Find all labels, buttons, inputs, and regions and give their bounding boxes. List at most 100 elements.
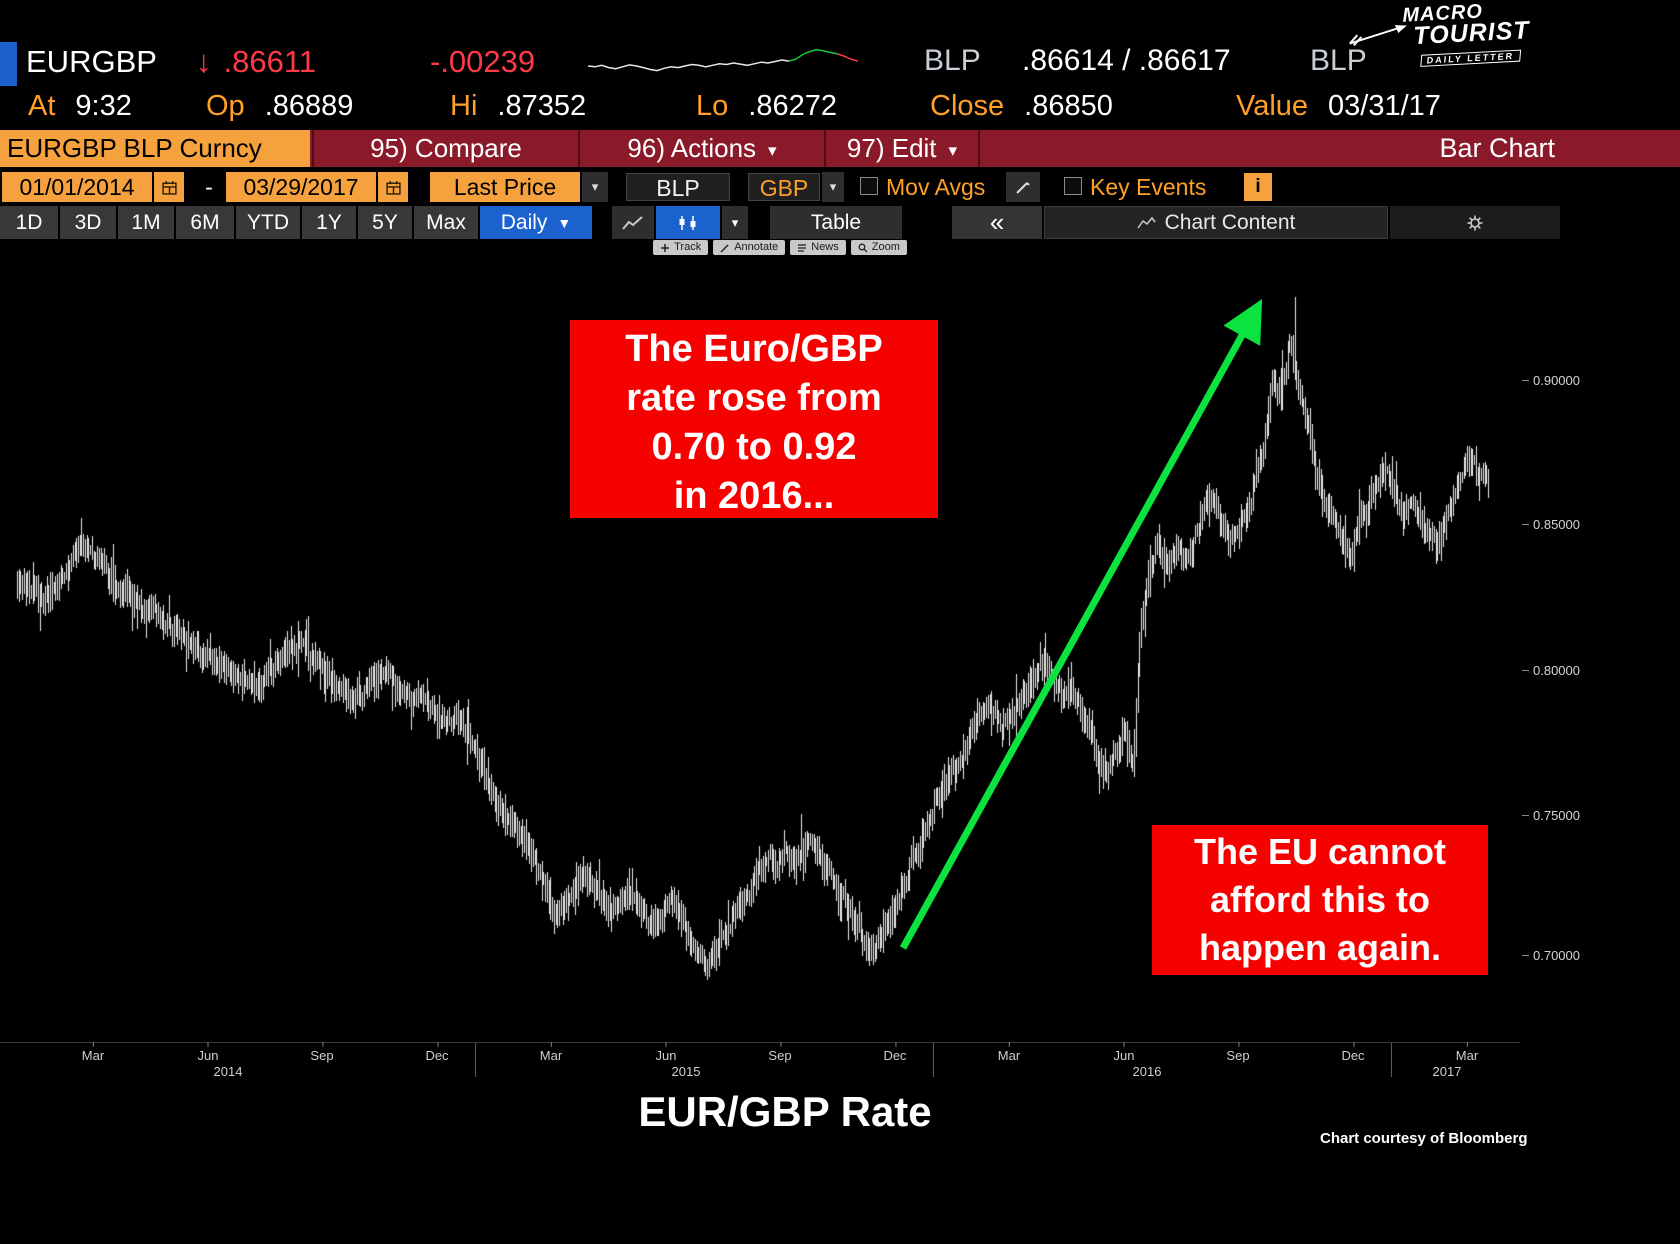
- track-button[interactable]: Track: [653, 240, 709, 255]
- stat-low: Lo .86272: [696, 90, 837, 123]
- candlestick-chart-icon[interactable]: [656, 206, 720, 239]
- zoom-label: Zoom: [871, 241, 900, 253]
- annotation-line: afford this to: [1210, 879, 1430, 920]
- ask-source-label: BLP: [1310, 44, 1367, 77]
- logo-arrow-icon: [1349, 25, 1407, 46]
- stat-label: Hi: [450, 90, 478, 122]
- price-type-select[interactable]: Last Price: [430, 172, 580, 202]
- key-events-checkbox[interactable]: [1064, 177, 1082, 195]
- y-axis-tick: 0.75000: [1522, 807, 1580, 823]
- collapse-button[interactable]: «: [952, 206, 1042, 239]
- calendar-icon[interactable]: [378, 172, 408, 202]
- track-label: Track: [674, 241, 702, 253]
- period-1d[interactable]: 1D: [0, 206, 58, 239]
- intraday-sparkline: [587, 38, 859, 91]
- calendar-icon[interactable]: [154, 172, 184, 202]
- news-button[interactable]: News: [790, 240, 846, 255]
- down-arrow-icon: ↓: [196, 44, 212, 79]
- line-chart-icon[interactable]: [612, 206, 654, 239]
- chevron-down-icon: ▾: [768, 140, 777, 160]
- plus-icon: [661, 243, 670, 252]
- zoom-button[interactable]: Zoom: [850, 240, 907, 255]
- menu-item-actions[interactable]: 96) Actions ▾: [578, 130, 824, 167]
- chart-type-caret[interactable]: ▾: [722, 206, 748, 239]
- menu-item-edit[interactable]: 97) Edit ▾: [824, 130, 978, 167]
- currency-caret[interactable]: ▾: [822, 172, 844, 202]
- x-month-label: Mar: [997, 1042, 1021, 1063]
- period-1m[interactable]: 1M: [118, 206, 174, 239]
- price-type-caret[interactable]: ▾: [582, 172, 608, 202]
- period-6m[interactable]: 6M: [176, 206, 234, 239]
- y-axis-tick: 0.85000: [1522, 516, 1580, 532]
- annotation-line: in 2016...: [673, 475, 835, 517]
- x-year-label: 2015: [671, 1064, 701, 1079]
- annotation-line: 0.70 to 0.92: [651, 426, 857, 468]
- pencil-icon[interactable]: [1006, 172, 1040, 202]
- settings-gear-icon[interactable]: [1390, 206, 1560, 239]
- menu-item-compare[interactable]: 95) Compare: [312, 130, 578, 167]
- chart-plot-area: 0.90000 0.85000 0.80000 0.75000 0.70000 …: [0, 258, 1680, 1042]
- stat-label: Lo: [696, 90, 729, 122]
- date-range-separator: -: [205, 174, 213, 200]
- bid-ask-quote: .86614 / .86617: [1022, 44, 1231, 77]
- x-year-label: 2016: [1132, 1064, 1162, 1079]
- chart-content-button[interactable]: Chart Content: [1044, 206, 1388, 239]
- date-from-field[interactable]: 01/01/2014: [2, 172, 152, 202]
- x-month-label: Mar: [81, 1042, 105, 1063]
- annotation-line: happen again.: [1198, 927, 1442, 968]
- chart-toolbar: 1D 3D 1M 6M YTD 1Y 5Y Max Daily ▼ ▾ Table…: [0, 206, 1680, 239]
- menu-item-label: 96) Actions: [627, 133, 757, 163]
- annotate-toolbar: Track Annotate News Zoom: [0, 240, 1680, 257]
- mov-avgs-checkbox[interactable]: [860, 177, 878, 195]
- table-button[interactable]: Table: [770, 206, 902, 239]
- currency-select[interactable]: GBP: [748, 173, 820, 201]
- stat-at: At 9:32: [28, 90, 132, 123]
- annotation-box-rise: The Euro/GBP rate rose from 0.70 to 0.92…: [570, 320, 938, 518]
- annotate-button[interactable]: Annotate: [713, 240, 786, 255]
- stat-value-date: Value 03/31/17: [1236, 90, 1441, 123]
- chart-title: EUR/GBP Rate: [638, 1088, 932, 1135]
- stat-label: Close: [930, 90, 1005, 122]
- y-axis-tick: 0.70000: [1522, 947, 1580, 963]
- x-axis-line: [0, 1042, 1520, 1043]
- x-month-label: Sep: [1226, 1042, 1250, 1063]
- year-separator: [933, 1043, 934, 1077]
- bid-source-label: BLP: [924, 44, 981, 77]
- info-icon[interactable]: i: [1244, 173, 1272, 201]
- stat-open: Op .86889: [206, 90, 353, 123]
- menu-bar: EURGBP BLP Curncy 95) Compare 96) Action…: [0, 130, 1680, 167]
- source-field[interactable]: BLP: [626, 173, 730, 201]
- pencil-icon: [720, 243, 729, 253]
- stat-value: .86850: [1024, 90, 1113, 122]
- y-axis-tick: 0.80000: [1522, 662, 1580, 678]
- price-change: -.00239: [430, 44, 536, 79]
- y-axis-tick: 0.90000: [1522, 372, 1580, 388]
- security-field[interactable]: EURGBP BLP Curncy: [0, 130, 310, 167]
- key-events-label: Key Events: [1090, 174, 1207, 200]
- stat-label: Value: [1236, 90, 1309, 122]
- chart-mode-title: Bar Chart: [978, 130, 1680, 167]
- last-price: .86611: [223, 44, 317, 79]
- date-to-field[interactable]: 03/29/2017: [226, 172, 376, 202]
- x-year-label: 2014: [213, 1064, 243, 1079]
- stat-value: .86272: [748, 90, 837, 122]
- annotation-line: rate rose from: [626, 377, 882, 419]
- annotate-label: Annotate: [734, 241, 779, 253]
- stat-value: .87352: [497, 90, 587, 122]
- annotation-line: The Euro/GBP: [625, 328, 883, 370]
- x-month-label: Dec: [425, 1042, 449, 1063]
- logo-subtitle: DAILY LETTER: [1420, 49, 1521, 67]
- menu-item-label: 97) Edit: [846, 133, 937, 163]
- chart-controls: 01/01/2014 - 03/29/2017 Last Price ▾ BLP: [0, 170, 1680, 204]
- chart-content-label: Chart Content: [1164, 211, 1296, 234]
- macro-tourist-logo: MACRO TOURIST DAILY LETTER: [1346, 0, 1565, 94]
- stat-value: 9:32: [75, 90, 132, 122]
- frequency-label: Daily: [500, 211, 548, 234]
- x-month-label: Jun: [655, 1042, 677, 1063]
- period-5y[interactable]: 5Y: [358, 206, 412, 239]
- period-max[interactable]: Max: [414, 206, 478, 239]
- period-1y[interactable]: 1Y: [302, 206, 356, 239]
- period-ytd[interactable]: YTD: [236, 206, 300, 239]
- period-3d[interactable]: 3D: [60, 206, 116, 239]
- frequency-select[interactable]: Daily ▼: [480, 206, 592, 239]
